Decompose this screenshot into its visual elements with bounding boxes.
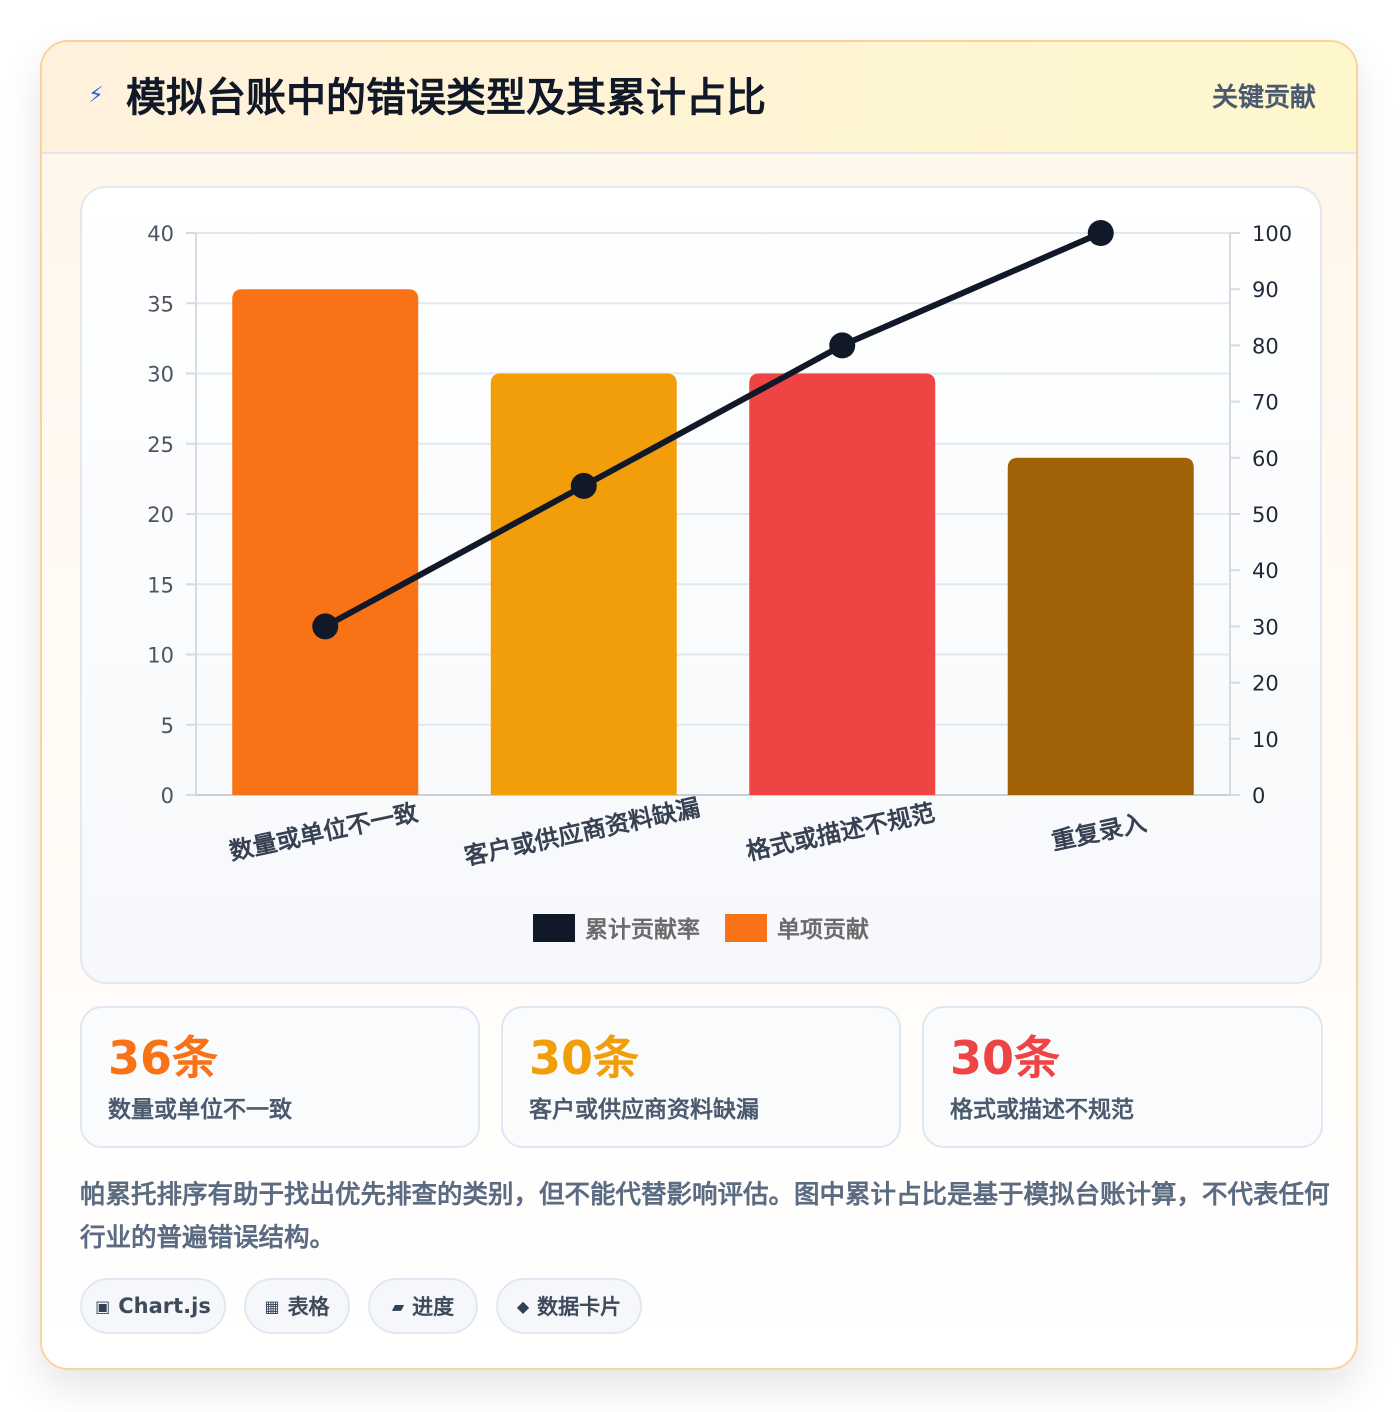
stat-card-1: 36条 数量或单位不一致 bbox=[80, 1006, 480, 1148]
pareto-chart: 0 5 10 15 20 25 30 35 40 0 10 20 30 40 50 60 70 80 90 100 数量… bbox=[147, 220, 1292, 943]
stat-value: 30条 bbox=[529, 1031, 640, 1085]
y-tick-label: 35 bbox=[147, 292, 174, 316]
tag-label: 表格 bbox=[287, 1295, 330, 1319]
table-icon: ▦ bbox=[264, 1296, 280, 1316]
header-tag: 关键贡献 bbox=[1211, 83, 1316, 113]
chart-panel: 0 5 10 15 20 25 30 35 40 0 10 20 30 40 50 60 70 80 90 100 数量… bbox=[80, 186, 1322, 984]
main-card: ⚡ 模拟台账中的错误类型及其累计占比 关键贡献 0 5 10 15 20 25 30 35 40… bbox=[40, 40, 1358, 1370]
y-tick-label: 15 bbox=[147, 573, 174, 597]
y2-tick-label: 30 bbox=[1252, 615, 1279, 639]
x-tick-label: 格式或描述不规范 bbox=[744, 799, 938, 866]
y-tick-label: 10 bbox=[147, 644, 174, 668]
x-tick-label: 重复录入 bbox=[1049, 809, 1149, 856]
y-tick-label: 5 bbox=[161, 714, 174, 738]
footnote-text: 帕累托排序有助于找出优先排查的类别，但不能代替影响评估。图中累计占比是基于模拟台… bbox=[80, 1180, 1330, 1253]
tag-label: Chart.js bbox=[118, 1294, 211, 1318]
x-tick-label: 客户或供应商资料缺漏 bbox=[462, 794, 703, 871]
tag-data-card[interactable]: ◆ 数据卡片 bbox=[496, 1278, 642, 1334]
stat-card-2: 30条 客户或供应商资料缺漏 bbox=[501, 1006, 901, 1148]
y2-tick-label: 20 bbox=[1252, 672, 1279, 696]
y2-tick-label: 70 bbox=[1252, 391, 1279, 415]
chart-icon: ▣ bbox=[95, 1296, 111, 1316]
y-tick-label: 0 bbox=[161, 784, 174, 808]
bar-1 bbox=[232, 289, 419, 795]
diamond-icon: ◆ bbox=[516, 1296, 530, 1316]
y2-tick-label: 10 bbox=[1252, 728, 1279, 752]
tag-table[interactable]: ▦ 表格 bbox=[244, 1278, 350, 1334]
legend-label-1: 累计贡献率 bbox=[585, 916, 700, 943]
cumulative-point-4 bbox=[1087, 220, 1114, 246]
page-title: 模拟台账中的错误类型及其累计占比 bbox=[126, 75, 766, 121]
bar-3 bbox=[749, 373, 936, 795]
stat-value: 30条 bbox=[950, 1031, 1061, 1085]
y2-tick-label: 0 bbox=[1252, 784, 1265, 808]
y2-tick-label: 40 bbox=[1252, 559, 1279, 583]
cumulative-point-3 bbox=[829, 332, 856, 359]
y2-tick-label: 60 bbox=[1252, 447, 1279, 471]
lightning-icon: ⚡ bbox=[88, 83, 104, 108]
legend-swatch-1 bbox=[533, 914, 575, 942]
stat-label: 客户或供应商资料缺漏 bbox=[529, 1097, 759, 1123]
stat-label: 数量或单位不一致 bbox=[108, 1097, 292, 1123]
tag-chartjs[interactable]: ▣ Chart.js bbox=[80, 1278, 226, 1334]
y2-tick-label: 80 bbox=[1252, 334, 1279, 358]
x-tick-label: 数量或单位不一致 bbox=[227, 798, 422, 866]
stat-card-3: 30条 格式或描述不规范 bbox=[922, 1006, 1323, 1148]
bar-2 bbox=[490, 373, 677, 795]
tag-label: 进度 bbox=[412, 1295, 455, 1319]
tag-label: 数据卡片 bbox=[537, 1295, 622, 1319]
stat-label: 格式或描述不规范 bbox=[950, 1097, 1134, 1123]
cumulative-line bbox=[323, 230, 1102, 630]
progress-icon: ▰ bbox=[391, 1296, 405, 1316]
stat-value: 36条 bbox=[108, 1031, 219, 1085]
y-tick-label: 20 bbox=[147, 503, 174, 527]
y-tick-label: 40 bbox=[147, 222, 174, 246]
legend-swatch-2 bbox=[725, 914, 767, 942]
y2-tick-label: 50 bbox=[1252, 503, 1279, 527]
y-tick-label: 30 bbox=[147, 363, 174, 387]
y2-tick-label: 100 bbox=[1252, 222, 1292, 246]
cumulative-point-1 bbox=[312, 613, 339, 640]
legend-label-2: 单项贡献 bbox=[777, 917, 869, 943]
tag-progress[interactable]: ▰ 进度 bbox=[368, 1278, 478, 1334]
cumulative-point-2 bbox=[570, 472, 597, 499]
y2-tick-label: 90 bbox=[1252, 278, 1279, 302]
card-header: ⚡ 模拟台账中的错误类型及其累计占比 关键贡献 bbox=[42, 42, 1356, 154]
y-tick-label: 25 bbox=[147, 433, 174, 457]
bar-4 bbox=[1007, 457, 1194, 795]
